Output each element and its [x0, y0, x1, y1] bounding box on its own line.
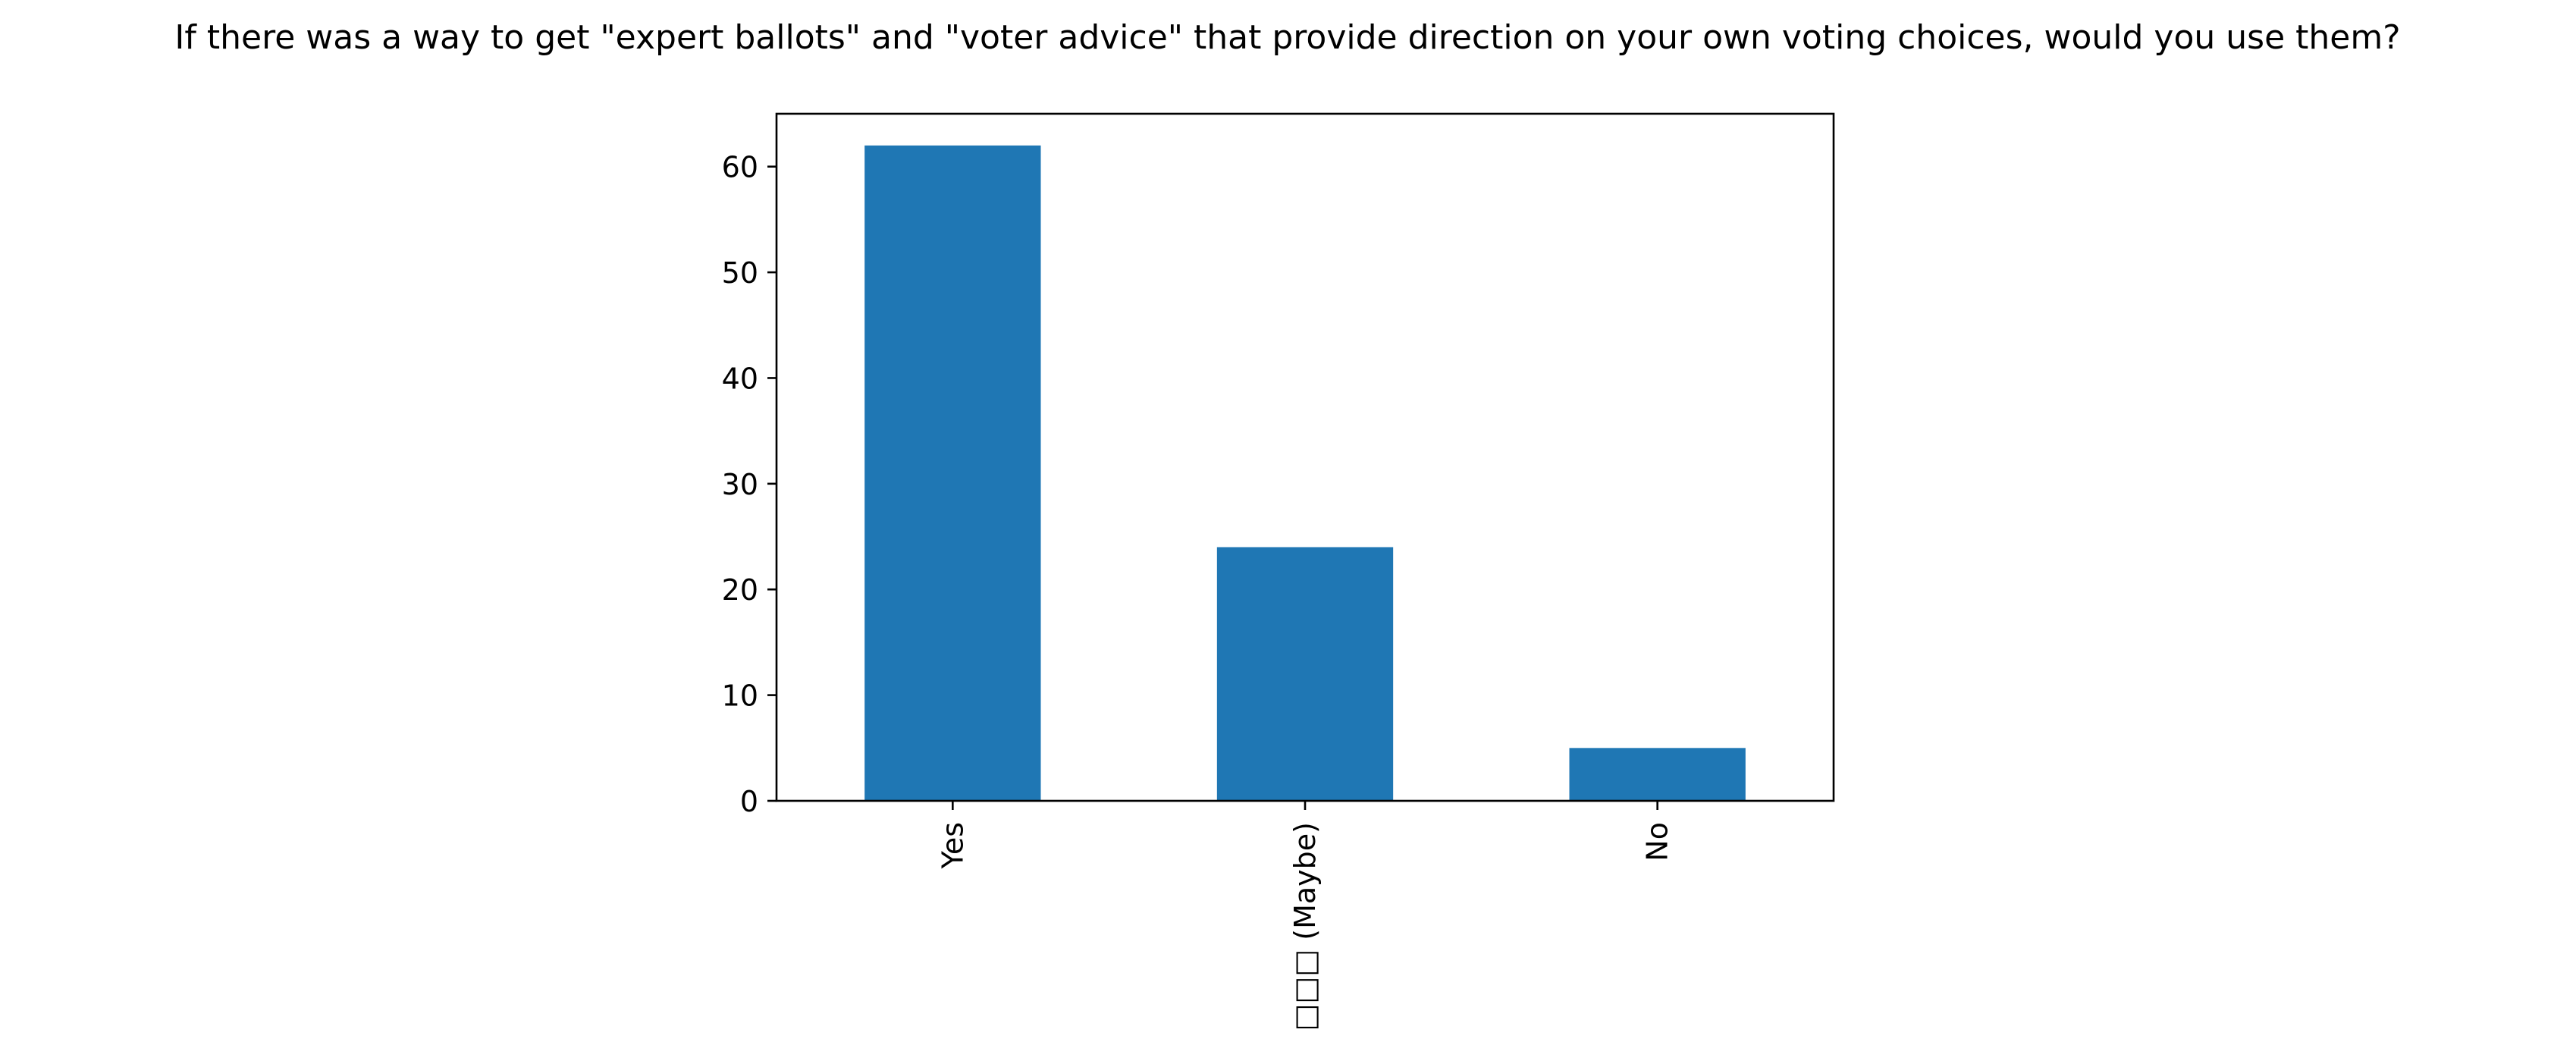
- y-tick-label: 30: [722, 468, 758, 501]
- x-tick-label: □□□ (Maybe): [1288, 822, 1322, 1031]
- y-tick-label: 40: [722, 362, 758, 395]
- bar-1: [1216, 547, 1394, 801]
- plot-frame: [775, 112, 1835, 802]
- bar-0: [864, 145, 1041, 802]
- y-axis: 0 10 20 30 40 50 60: [722, 151, 777, 818]
- y-tick-label: 50: [722, 256, 758, 290]
- x-tick-label: Yes: [936, 822, 969, 869]
- chart-title: If there was a way to get "expert ballot…: [174, 18, 2400, 57]
- y-tick-label: 10: [722, 679, 758, 713]
- y-tick-label: 0: [740, 785, 758, 818]
- y-tick-label: 20: [722, 573, 758, 607]
- x-tick-label: No: [1641, 822, 1674, 862]
- y-tick-label: 60: [722, 151, 758, 184]
- bars-layer: [864, 145, 1746, 802]
- x-axis: Yes □□□ (Maybe) No: [936, 801, 1674, 1031]
- bar-2: [1569, 748, 1746, 801]
